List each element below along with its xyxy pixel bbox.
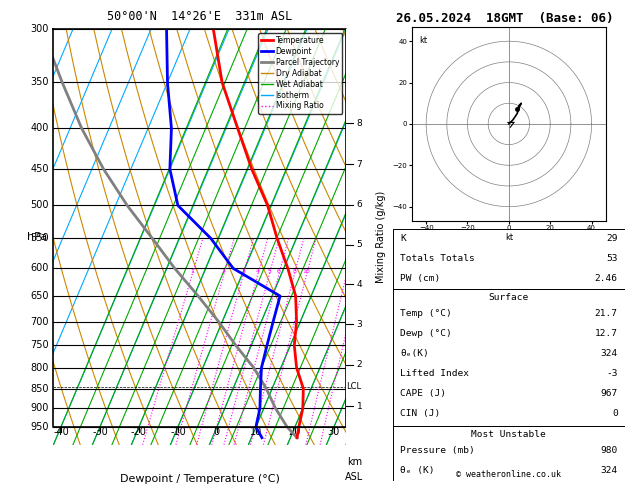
Text: 4: 4 <box>256 269 260 274</box>
Text: 2: 2 <box>222 269 226 274</box>
Text: -40: -40 <box>53 427 69 437</box>
Text: Lifted Index: Lifted Index <box>400 369 469 378</box>
Legend: Temperature, Dewpoint, Parcel Trajectory, Dry Adiabat, Wet Adiabat, Isotherm, Mi: Temperature, Dewpoint, Parcel Trajectory… <box>258 33 342 114</box>
Text: 0: 0 <box>214 427 220 437</box>
Text: 10: 10 <box>303 269 311 274</box>
Text: 2.46: 2.46 <box>594 275 618 283</box>
Text: 300: 300 <box>31 24 49 34</box>
Text: 0: 0 <box>612 410 618 418</box>
Text: 1: 1 <box>357 402 362 411</box>
Text: 3: 3 <box>357 320 362 329</box>
Text: 4: 4 <box>357 279 362 289</box>
Text: 8: 8 <box>357 119 362 128</box>
Text: 30: 30 <box>328 427 340 437</box>
Text: 29: 29 <box>606 234 618 243</box>
Text: 700: 700 <box>31 316 49 327</box>
Text: 26.05.2024  18GMT  (Base: 06): 26.05.2024 18GMT (Base: 06) <box>396 12 614 25</box>
Text: © weatheronline.co.uk: © weatheronline.co.uk <box>457 469 561 479</box>
Text: Mixing Ratio (g/kg): Mixing Ratio (g/kg) <box>376 191 386 283</box>
Text: km: km <box>347 457 362 467</box>
Text: 21.7: 21.7 <box>594 309 618 318</box>
Text: hPa: hPa <box>27 232 48 242</box>
Text: Temp (°C): Temp (°C) <box>400 309 452 318</box>
Text: 5: 5 <box>267 269 271 274</box>
Text: 1: 1 <box>191 269 194 274</box>
Text: 980: 980 <box>601 446 618 455</box>
Text: 53: 53 <box>606 254 618 263</box>
Text: 350: 350 <box>31 77 49 87</box>
Text: θₑ(K): θₑ(K) <box>400 349 429 358</box>
Text: 550: 550 <box>30 233 49 243</box>
Text: 500: 500 <box>31 200 49 210</box>
Text: CAPE (J): CAPE (J) <box>400 389 446 399</box>
Text: -30: -30 <box>92 427 108 437</box>
Text: 3: 3 <box>242 269 245 274</box>
Text: 7: 7 <box>357 160 362 169</box>
Text: ASL: ASL <box>345 472 364 482</box>
Text: 8: 8 <box>292 269 296 274</box>
Text: -10: -10 <box>170 427 186 437</box>
Text: 20: 20 <box>289 427 301 437</box>
Text: 324: 324 <box>601 349 618 358</box>
Text: 800: 800 <box>31 363 49 373</box>
Text: 6: 6 <box>357 200 362 209</box>
Text: K: K <box>400 234 406 243</box>
Text: 650: 650 <box>31 291 49 301</box>
Text: LCL: LCL <box>347 382 362 391</box>
Text: 2: 2 <box>357 360 362 369</box>
Text: Surface: Surface <box>489 293 529 302</box>
Text: 10: 10 <box>250 427 262 437</box>
Text: kt: kt <box>420 36 428 46</box>
Text: PW (cm): PW (cm) <box>400 275 440 283</box>
Text: 5: 5 <box>357 240 362 249</box>
Text: -20: -20 <box>131 427 147 437</box>
Text: 450: 450 <box>31 164 49 174</box>
Text: Dewp (°C): Dewp (°C) <box>400 329 452 338</box>
Text: 950: 950 <box>31 422 49 432</box>
Text: 600: 600 <box>31 263 49 274</box>
Text: 750: 750 <box>30 340 49 350</box>
Text: θₑ (K): θₑ (K) <box>400 466 435 475</box>
Text: 850: 850 <box>31 383 49 394</box>
Text: 967: 967 <box>601 389 618 399</box>
Text: -3: -3 <box>606 369 618 378</box>
Text: Most Unstable: Most Unstable <box>472 430 546 439</box>
Text: Pressure (mb): Pressure (mb) <box>400 446 475 455</box>
Text: 324: 324 <box>601 466 618 475</box>
Text: 900: 900 <box>31 403 49 413</box>
Text: Dewpoint / Temperature (°C): Dewpoint / Temperature (°C) <box>120 474 280 484</box>
Text: Totals Totals: Totals Totals <box>400 254 475 263</box>
Text: CIN (J): CIN (J) <box>400 410 440 418</box>
Text: 12.7: 12.7 <box>594 329 618 338</box>
Text: 50°00'N  14°26'E  331m ASL: 50°00'N 14°26'E 331m ASL <box>107 10 292 23</box>
Text: 400: 400 <box>31 123 49 134</box>
Text: 6: 6 <box>277 269 281 274</box>
X-axis label: kt: kt <box>505 233 513 242</box>
